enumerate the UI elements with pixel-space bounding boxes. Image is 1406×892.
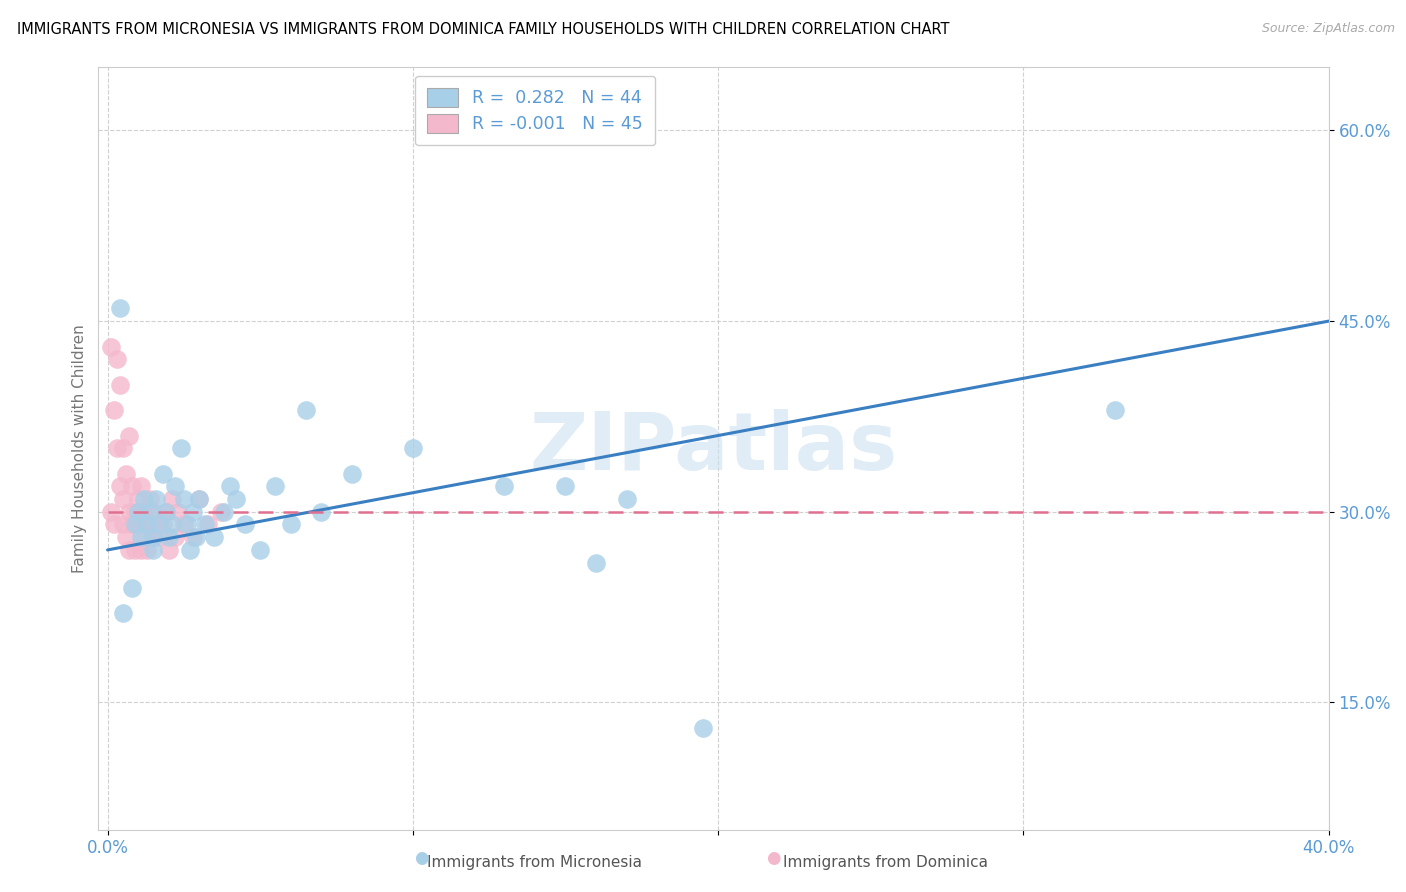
Point [136, 517, 159, 532]
Point [295, 403, 318, 417]
Point [402, 442, 425, 455]
Point [264, 479, 287, 493]
Point [194, 517, 217, 532]
Point [184, 530, 207, 544]
Point [108, 377, 131, 392]
Point [118, 505, 141, 519]
Point [176, 517, 198, 532]
Point [142, 505, 165, 519]
Text: IMMIGRANTS FROM MICRONESIA VS IMMIGRANTS FROM DOMINICA FAMILY HOUSEHOLDS WITH CH: IMMIGRANTS FROM MICRONESIA VS IMMIGRANTS… [17, 22, 949, 37]
Point [103, 517, 125, 532]
Point [142, 530, 165, 544]
Point [100, 505, 122, 519]
Point [160, 517, 183, 532]
Text: Immigrants from Micronesia: Immigrants from Micronesia [427, 855, 641, 870]
Point [127, 491, 149, 506]
Point [188, 491, 211, 506]
Point [233, 517, 256, 532]
Point [139, 505, 162, 519]
Point [179, 542, 201, 557]
Point [118, 428, 141, 442]
Y-axis label: Family Households with Children: Family Households with Children [72, 324, 87, 573]
Point [124, 542, 146, 557]
Point [148, 530, 170, 544]
Point [127, 517, 149, 532]
Point [100, 339, 122, 353]
Point [129, 479, 152, 493]
Point [163, 479, 186, 493]
Text: Immigrants from Dominica: Immigrants from Dominica [783, 855, 988, 870]
Point [111, 442, 134, 455]
Point [157, 542, 180, 557]
Point [212, 505, 235, 519]
Point [309, 505, 332, 519]
Point [554, 479, 576, 493]
Point [148, 517, 170, 532]
Point [129, 530, 152, 544]
Point [124, 505, 146, 519]
Point [170, 442, 193, 455]
Point [225, 491, 247, 506]
Point [121, 517, 143, 532]
Point [121, 479, 143, 493]
Point [124, 517, 146, 532]
Point [155, 505, 177, 519]
Point [1104, 403, 1126, 417]
Point [145, 491, 167, 506]
Point [108, 479, 131, 493]
Point [136, 542, 159, 557]
Point [115, 467, 138, 481]
Text: ZIPatlas: ZIPatlas [530, 409, 897, 487]
Point [145, 517, 167, 532]
Point [152, 467, 174, 481]
Point [585, 556, 607, 570]
Point [249, 542, 271, 557]
Point [111, 607, 134, 621]
Text: Source: ZipAtlas.com: Source: ZipAtlas.com [1261, 22, 1395, 36]
Point [340, 467, 363, 481]
Point [152, 517, 174, 532]
Point [173, 491, 195, 506]
Point [118, 542, 141, 557]
Point [136, 517, 159, 532]
Point [115, 530, 138, 544]
Point [280, 517, 302, 532]
Point [181, 530, 204, 544]
Point [129, 542, 152, 557]
Point [209, 505, 232, 519]
Point [163, 530, 186, 544]
Point [105, 352, 128, 367]
Point [139, 517, 162, 532]
Legend: R =  0.282   N = 44, R = -0.001   N = 45: R = 0.282 N = 44, R = -0.001 N = 45 [415, 76, 655, 145]
Point [157, 530, 180, 544]
Point [204, 530, 226, 544]
Point [692, 721, 714, 735]
Point [103, 403, 125, 417]
Point [166, 505, 188, 519]
Point [173, 517, 195, 532]
Text: ●: ● [766, 849, 780, 867]
Point [160, 491, 183, 506]
Point [494, 479, 516, 493]
Point [121, 581, 143, 595]
Point [181, 505, 204, 519]
Text: ●: ● [415, 849, 429, 867]
Point [188, 491, 211, 506]
Point [134, 505, 156, 519]
Point [142, 542, 165, 557]
Point [134, 491, 156, 506]
Point [108, 301, 131, 316]
Point [616, 491, 638, 506]
Point [127, 505, 149, 519]
Point [155, 505, 177, 519]
Point [111, 491, 134, 506]
Point [142, 530, 165, 544]
Point [197, 517, 219, 532]
Point [105, 442, 128, 455]
Point [218, 479, 240, 493]
Point [134, 530, 156, 544]
Point [111, 517, 134, 532]
Point [139, 491, 162, 506]
